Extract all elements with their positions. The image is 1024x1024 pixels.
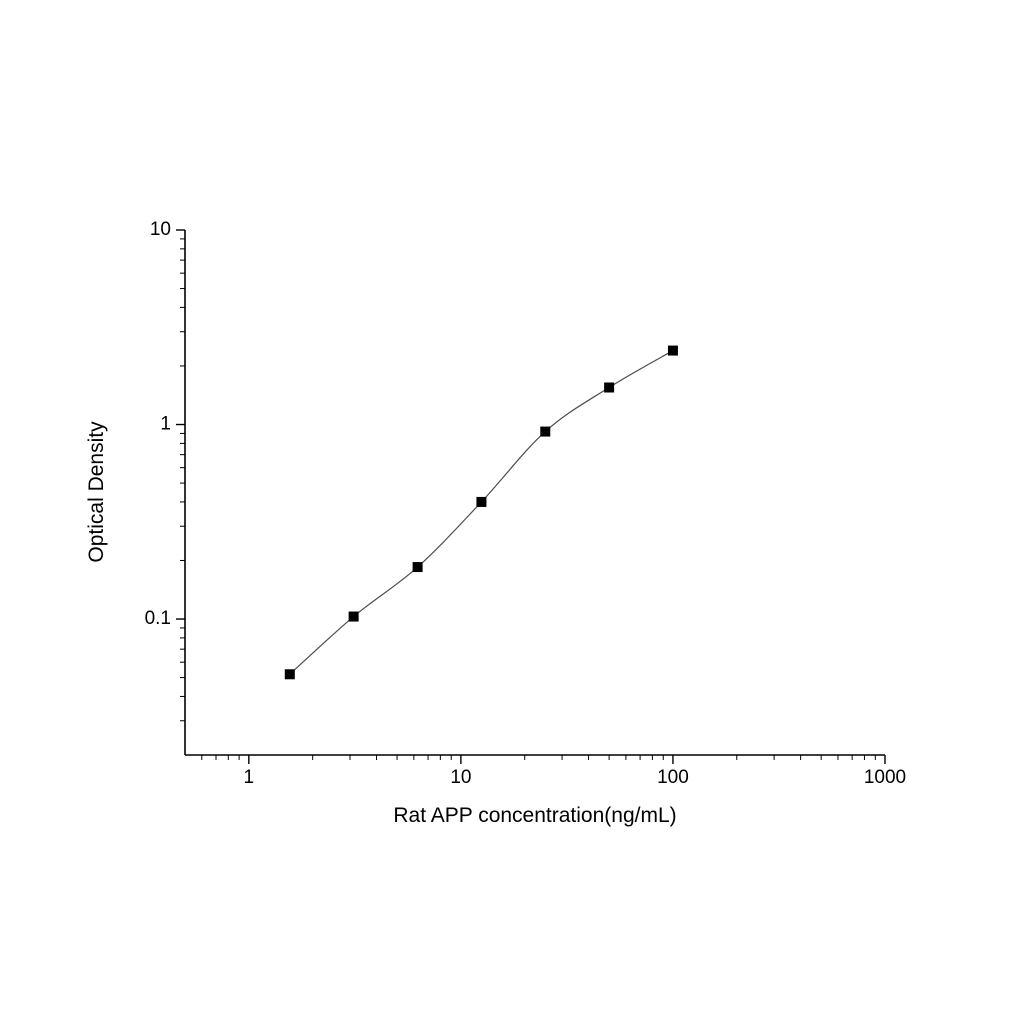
y-tick-label: 10 — [150, 219, 171, 240]
x-axis-label: Rat APP concentration(ng/mL) — [393, 804, 677, 827]
y-axis-label: Optical Density — [85, 421, 108, 563]
y-tick-label: 1 — [160, 414, 171, 435]
x-tick-label: 1 — [244, 767, 255, 788]
x-tick-label: 10 — [450, 767, 471, 788]
data-point-marker — [476, 496, 487, 507]
data-point-marker — [284, 669, 295, 680]
data-point-marker — [348, 611, 359, 622]
data-point-marker — [604, 382, 615, 393]
y-tick-label: 0.1 — [145, 608, 171, 629]
data-point-marker — [540, 426, 551, 437]
x-tick-label: 100 — [657, 767, 689, 788]
data-point-marker — [667, 345, 678, 356]
data-point-marker — [412, 562, 423, 573]
x-tick-label: 1000 — [864, 767, 906, 788]
curve-line — [289, 350, 674, 675]
